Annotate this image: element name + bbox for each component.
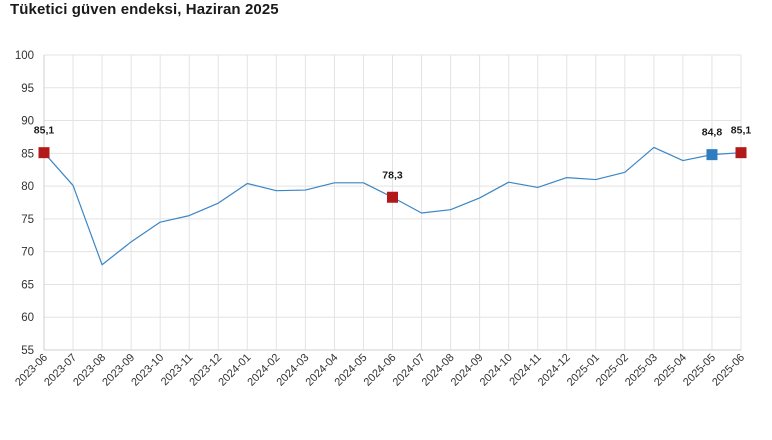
x-tick-label: 2024-10 [478, 352, 515, 389]
y-tick-label: 75 [21, 214, 34, 226]
y-tick-label: 100 [15, 50, 34, 62]
y-tick-label: 65 [21, 279, 34, 291]
data-label: 85,1 [731, 125, 752, 137]
y-tick-label: 85 [21, 148, 34, 160]
y-tick-label: 80 [21, 181, 34, 193]
x-tick-label: 2025-06 [710, 352, 747, 389]
y-tick-label: 60 [21, 312, 34, 324]
highlight-marker [387, 191, 398, 203]
y-tick-label: 95 [21, 83, 34, 95]
highlight-marker [735, 147, 747, 159]
y-tick-label: 90 [21, 116, 34, 128]
data-label: 85,1 [34, 125, 55, 137]
data-label: 84,8 [702, 127, 723, 139]
x-tick-label: 2023-10 [129, 352, 166, 389]
highlight-marker [38, 147, 50, 159]
chart-title: Tüketici güven endeksi, Haziran 2025 [10, 1, 279, 18]
y-tick-label: 55 [21, 345, 34, 357]
y-tick-label: 70 [21, 247, 34, 259]
data-label: 78,3 [382, 169, 403, 181]
highlight-marker [706, 149, 718, 161]
